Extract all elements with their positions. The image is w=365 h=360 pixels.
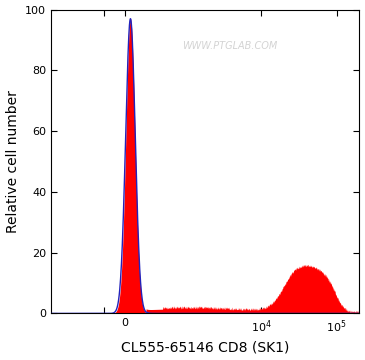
Y-axis label: Relative cell number: Relative cell number: [5, 90, 20, 233]
Text: WWW.PTGLAB.COM: WWW.PTGLAB.COM: [182, 41, 277, 51]
X-axis label: CL555-65146 CD8 (SK1): CL555-65146 CD8 (SK1): [121, 341, 289, 355]
